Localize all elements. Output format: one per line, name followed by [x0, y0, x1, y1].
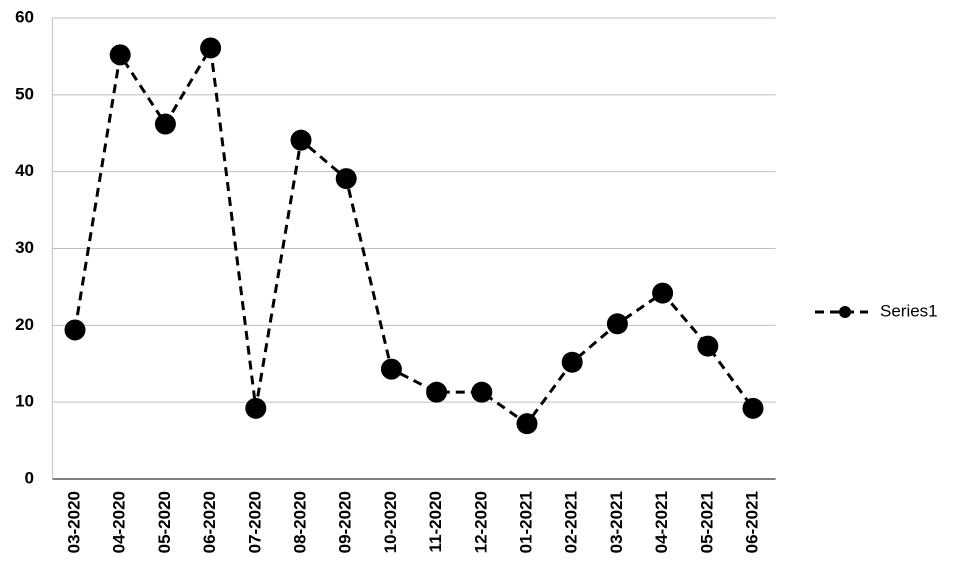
x-tick-label: 01-2021	[516, 491, 535, 553]
data-point	[109, 44, 131, 66]
x-tick-label: 02-2021	[562, 491, 581, 553]
y-tick-label: 20	[15, 315, 34, 334]
data-point	[516, 413, 538, 435]
x-tick-label: 04-2021	[652, 491, 671, 553]
data-point	[426, 381, 448, 403]
data-point	[290, 129, 312, 151]
x-tick-label: 06-2021	[742, 491, 761, 553]
series-line	[73, 43, 755, 426]
x-tick-label: 09-2020	[336, 491, 355, 553]
legend-marker	[839, 306, 851, 318]
y-tick-label: 50	[15, 84, 34, 103]
x-tick-label: 05-2020	[155, 491, 174, 553]
y-tick-label: 0	[25, 468, 34, 487]
y-tick-label: 10	[15, 392, 34, 411]
x-tick-label: 05-2021	[697, 491, 716, 553]
y-tick-label: 60	[15, 7, 34, 26]
data-point	[606, 313, 628, 335]
data-point	[64, 319, 86, 341]
data-point	[245, 397, 267, 419]
x-tick-label: 07-2020	[245, 491, 264, 553]
data-point	[561, 351, 583, 373]
x-tick-label: 08-2020	[290, 491, 309, 553]
x-tick-label: 03-2021	[607, 491, 626, 553]
x-tick-label: 12-2020	[471, 491, 490, 553]
data-point	[380, 358, 402, 380]
x-tick-label: 10-2020	[381, 491, 400, 553]
y-tick-label: 30	[15, 238, 34, 257]
data-point	[652, 282, 674, 304]
data-point	[200, 37, 222, 59]
x-tick-label: 04-2020	[110, 491, 129, 553]
data-point	[742, 397, 764, 419]
data-point	[471, 381, 493, 403]
data-point	[335, 168, 357, 190]
x-tick-label: 03-2020	[64, 491, 83, 553]
x-tick-label: 06-2020	[200, 491, 219, 553]
legend-label: Series1	[880, 301, 938, 320]
y-tick-label: 40	[15, 161, 34, 180]
x-tick-label: 11-2020	[426, 491, 445, 552]
data-point	[154, 113, 176, 135]
data-point	[697, 335, 719, 357]
